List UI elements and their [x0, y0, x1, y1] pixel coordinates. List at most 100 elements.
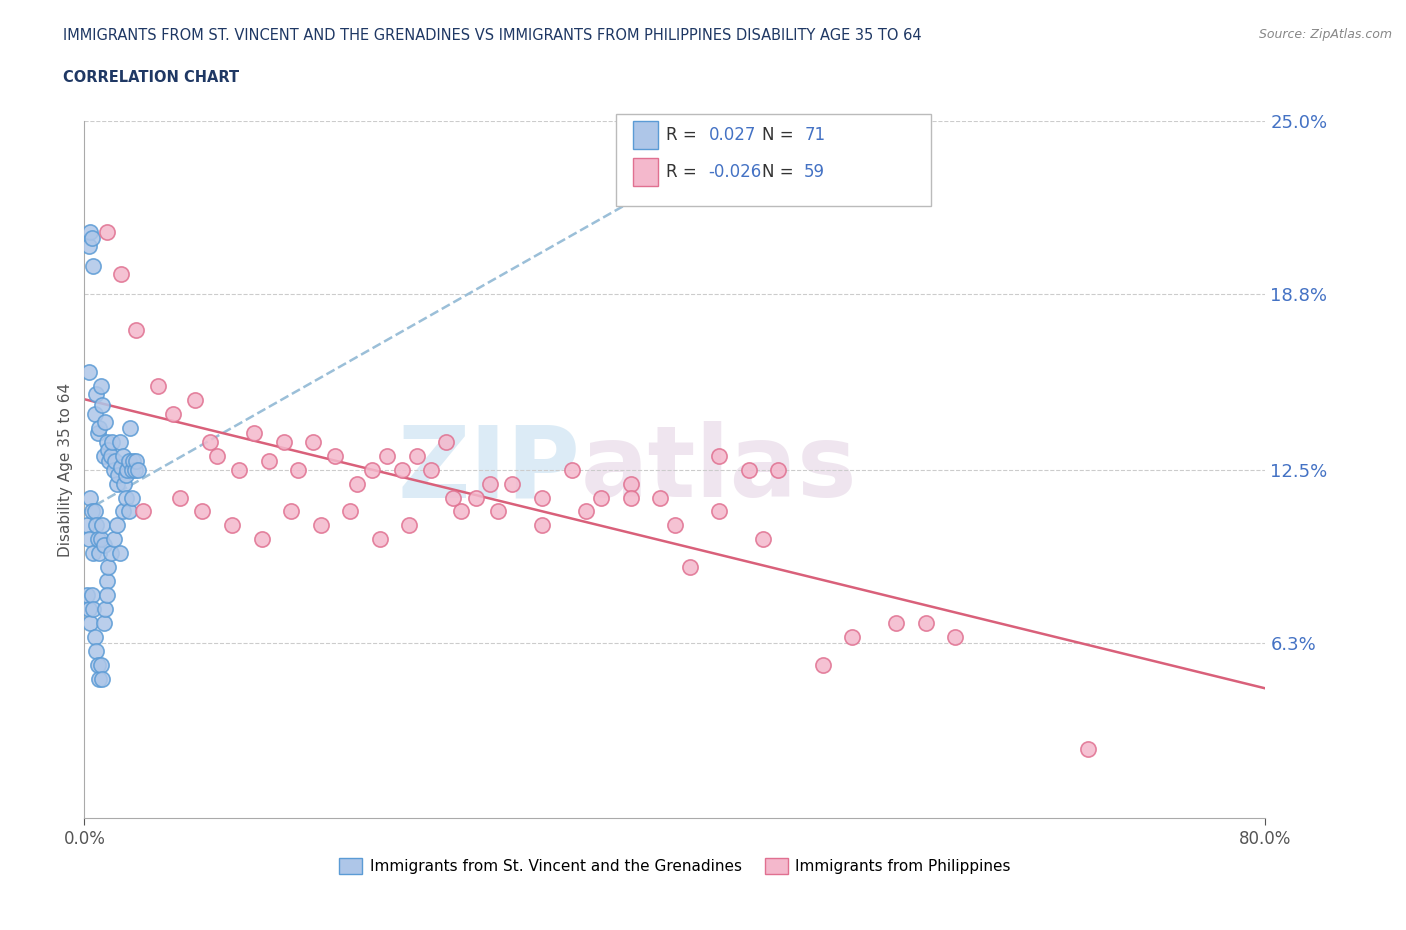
Point	[79, 225, 101, 240]
Point	[169, 490, 191, 505]
Point	[1077, 741, 1099, 756]
Point	[87, 420, 111, 435]
Point	[361, 462, 384, 477]
Point	[77, 365, 100, 379]
Point	[103, 462, 125, 477]
Point	[105, 476, 128, 491]
Point	[96, 225, 118, 240]
Point	[207, 448, 229, 463]
Point	[98, 454, 121, 469]
Point	[93, 538, 115, 552]
Point	[250, 532, 273, 547]
Point	[709, 504, 731, 519]
Point	[83, 504, 105, 519]
Point	[752, 532, 775, 547]
Text: N =: N =	[762, 163, 799, 181]
Point	[768, 462, 790, 477]
Point	[811, 658, 834, 672]
Point	[110, 459, 132, 474]
Text: Source: ZipAtlas.com: Source: ZipAtlas.com	[1258, 28, 1392, 41]
Point	[108, 546, 131, 561]
Text: atlas: atlas	[581, 421, 858, 518]
Point	[398, 518, 420, 533]
Point	[91, 671, 114, 686]
Point	[105, 518, 128, 533]
Point	[87, 546, 111, 561]
Point	[486, 504, 509, 519]
Point	[620, 490, 643, 505]
Point	[86, 658, 108, 672]
Point	[87, 671, 111, 686]
Point	[228, 462, 250, 477]
Point	[125, 323, 148, 338]
Point	[77, 602, 100, 617]
Legend: Immigrants from St. Vincent and the Grenadines, Immigrants from Philippines: Immigrants from St. Vincent and the Gren…	[333, 852, 1017, 881]
Point	[114, 468, 136, 483]
Point	[79, 616, 101, 631]
Point	[391, 462, 413, 477]
Point	[709, 448, 731, 463]
Point	[111, 504, 134, 519]
Point	[100, 546, 122, 561]
Point	[650, 490, 672, 505]
Point	[339, 504, 361, 519]
Text: 59: 59	[804, 163, 825, 181]
Point	[125, 454, 148, 469]
Point	[82, 259, 104, 273]
Point	[90, 379, 112, 393]
Point	[121, 462, 143, 477]
Point	[531, 490, 554, 505]
Text: 0.027: 0.027	[709, 126, 756, 144]
Point	[82, 546, 104, 561]
Point	[405, 448, 427, 463]
Point	[86, 532, 108, 547]
Point	[184, 392, 207, 407]
Text: CORRELATION CHART: CORRELATION CHART	[63, 70, 239, 85]
Point	[886, 616, 908, 631]
Point	[115, 462, 138, 477]
Text: N =: N =	[762, 126, 799, 144]
Point	[325, 448, 347, 463]
Point	[280, 504, 302, 519]
Point	[841, 630, 863, 644]
Text: ZIP: ZIP	[398, 421, 581, 518]
Point	[531, 518, 554, 533]
Point	[91, 518, 114, 533]
Point	[464, 490, 486, 505]
Point	[96, 588, 118, 603]
Point	[82, 602, 104, 617]
Point	[346, 476, 368, 491]
Point	[450, 504, 472, 519]
Point	[479, 476, 502, 491]
Point	[375, 448, 398, 463]
Point	[76, 588, 98, 603]
Point	[76, 518, 98, 533]
Point	[118, 504, 141, 519]
Point	[97, 560, 120, 575]
Point	[679, 560, 702, 575]
Point	[127, 462, 149, 477]
Point	[132, 504, 155, 519]
Point	[191, 504, 214, 519]
Point	[110, 267, 132, 282]
Point	[80, 504, 103, 519]
Point	[104, 454, 127, 469]
Point	[86, 426, 108, 441]
Point	[257, 454, 280, 469]
Point	[664, 518, 686, 533]
Point	[915, 616, 938, 631]
Point	[243, 426, 266, 441]
Point	[84, 518, 107, 533]
Point	[96, 574, 118, 589]
Point	[79, 490, 101, 505]
Point	[122, 454, 145, 469]
Point	[221, 518, 243, 533]
Point	[108, 434, 131, 449]
Point	[120, 420, 142, 435]
Point	[162, 406, 184, 421]
Point	[93, 616, 115, 631]
Point	[91, 398, 114, 413]
Text: 71: 71	[804, 126, 825, 144]
Point	[148, 379, 170, 393]
Y-axis label: Disability Age 35 to 64: Disability Age 35 to 64	[58, 382, 73, 557]
